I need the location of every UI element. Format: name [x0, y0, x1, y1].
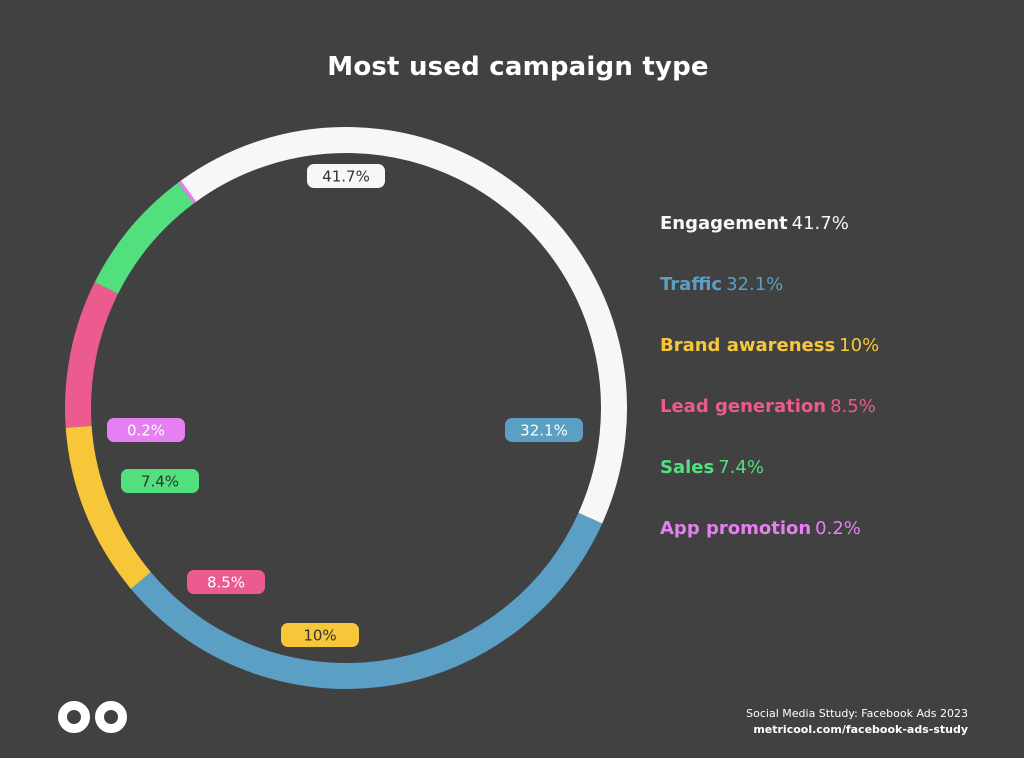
slice-engagement [180, 127, 627, 524]
data-label-traffic: 32.1% [505, 418, 583, 442]
legend-item-engagement: Engagement 41.7% [660, 210, 879, 271]
source-link: metricool.com/facebook-ads-study [753, 723, 968, 736]
legend-item-brand-awareness: Brand awareness 10% [660, 332, 879, 393]
legend-item-app-promotion: App promotion 0.2% [660, 515, 879, 576]
legend-value: 0.2% [815, 518, 861, 539]
legend-label: Engagement [660, 213, 788, 234]
legend-value: 10% [839, 335, 880, 356]
chart-legend: Engagement 41.7% Traffic 32.1% Brand awarene… [660, 210, 879, 576]
data-label-background [307, 164, 385, 188]
legend-value: 8.5% [830, 396, 876, 417]
data-label-brand-awareness: 10% [281, 623, 359, 647]
source-note: Social Media Sttudy: Facebook Ads 2023 m… [746, 706, 968, 738]
data-label-background [505, 418, 583, 442]
legend-label: Sales [660, 457, 715, 478]
data-label-text: 32.1% [520, 422, 568, 440]
data-label-text: 7.4% [141, 473, 179, 491]
slice-app-promotion [177, 180, 197, 204]
data-label-engagement: 41.7% [307, 164, 385, 188]
data-label-sales: 7.4% [121, 469, 199, 493]
legend-label: App promotion [660, 518, 812, 539]
legend-label: Traffic [660, 274, 723, 295]
data-label-text: 0.2% [127, 422, 165, 440]
slice-brand-awareness [65, 425, 151, 589]
data-label-background [107, 418, 185, 442]
slice-sales [94, 182, 194, 294]
data-label-text: 8.5% [207, 574, 245, 592]
data-label-background [281, 623, 359, 647]
legend-item-lead-generation: Lead generation 8.5% [660, 393, 879, 454]
legend-item-sales: Sales 7.4% [660, 454, 879, 515]
data-label-text: 41.7% [322, 168, 370, 186]
legend-value: 41.7% [791, 213, 849, 234]
data-label-text: 10% [303, 627, 336, 645]
legend-label: Brand awareness [660, 335, 836, 356]
slice-lead-generation [65, 282, 119, 428]
legend-item-traffic: Traffic 32.1% [660, 271, 879, 332]
legend-value: 32.1% [726, 274, 784, 295]
chart-title: Most used campaign type [327, 52, 709, 82]
source-line-1: Social Media Sttudy: Facebook Ads 2023 [746, 707, 968, 720]
data-label-app-promotion: 0.2% [107, 418, 185, 442]
donut-chart: 41.7% 32.1% 10% 8.5% 7.4% 0.2% [65, 127, 627, 689]
slice-traffic [130, 512, 603, 689]
data-label-lead-generation: 8.5% [187, 570, 265, 594]
metricool-infinity-icon [58, 701, 127, 733]
legend-value: 7.4% [718, 457, 764, 478]
legend-label: Lead generation [660, 396, 827, 417]
data-label-background [187, 570, 265, 594]
data-label-background [121, 469, 199, 493]
